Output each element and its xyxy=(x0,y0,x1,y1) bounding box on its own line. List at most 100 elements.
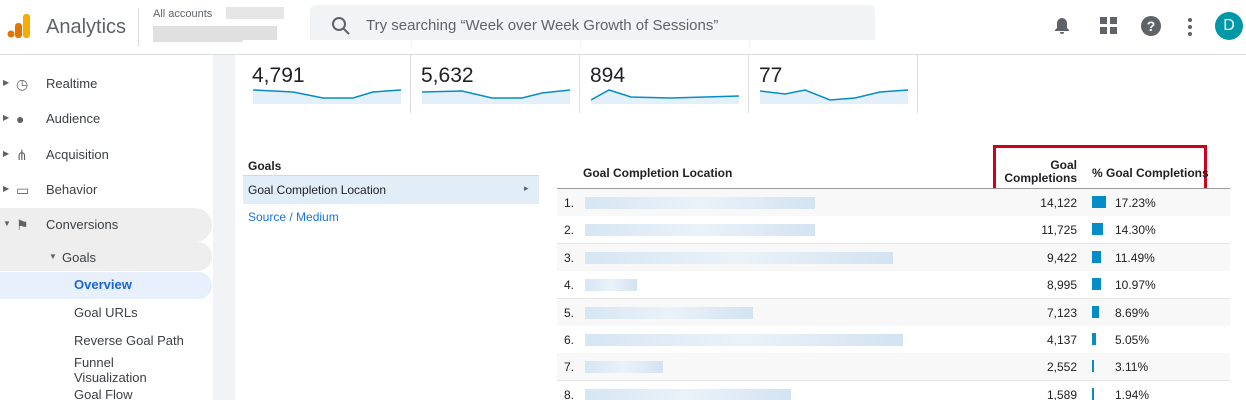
nav-subitem[interactable]: Goal URLs xyxy=(74,305,138,320)
card-label-clip xyxy=(243,40,411,54)
nav-subitem[interactable]: Funnel Visualization xyxy=(74,355,147,385)
card-label-clip xyxy=(581,40,749,54)
row-index: 2. xyxy=(564,223,575,238)
nav-subitem[interactable]: Overview xyxy=(74,277,132,292)
expand-arrow: ▼ xyxy=(3,219,11,229)
completions: 8,995 xyxy=(1046,278,1077,293)
card-value: 77 xyxy=(759,64,783,87)
nav-item[interactable]: Audience xyxy=(46,111,101,127)
percent: 1.94% xyxy=(1115,387,1150,400)
expand-arrow: ▼ xyxy=(49,252,57,261)
metric-card xyxy=(750,55,918,113)
card-label-clip xyxy=(412,40,580,54)
blurred-location xyxy=(585,306,753,319)
nav-item[interactable]: Realtime xyxy=(46,76,98,91)
account-label[interactable]: All accounts xyxy=(153,8,213,20)
sparkline xyxy=(760,89,909,104)
blurred-location xyxy=(585,334,903,346)
col-header: Goal Completions xyxy=(1004,158,1077,185)
col-header: % Goal Completions xyxy=(1092,166,1209,180)
percent-bar xyxy=(1092,305,1099,318)
card-value: 5,632 xyxy=(421,64,474,87)
sparkline xyxy=(253,89,402,104)
metric-card xyxy=(243,55,411,113)
card-label-clip xyxy=(750,40,918,54)
blurred-location xyxy=(585,224,815,237)
nav-item[interactable]: Acquisition xyxy=(46,146,109,162)
apps-icon[interactable] xyxy=(1100,17,1118,35)
percent: 11.49% xyxy=(1115,250,1155,265)
row-index: 6. xyxy=(564,333,575,347)
card-value: 4,791 xyxy=(252,64,305,87)
row-index: 5. xyxy=(564,305,575,320)
completions: 1,589 xyxy=(1046,387,1077,400)
blurred-location xyxy=(585,251,893,264)
header-rule xyxy=(557,188,1230,189)
dimension-selected[interactable] xyxy=(243,175,539,204)
row-index: 3. xyxy=(564,250,575,265)
completions: 11,725 xyxy=(1041,223,1077,238)
percent: 17.23% xyxy=(1115,196,1156,210)
avatar[interactable]: D xyxy=(1215,12,1243,40)
completions: 2,552 xyxy=(1046,360,1077,375)
expand-arrow: ▶ xyxy=(3,183,10,193)
nav-subitem[interactable]: Goal Flow xyxy=(74,387,133,400)
expand-arrow: ▶ xyxy=(3,113,10,123)
sparkline xyxy=(591,89,740,104)
row-index: 7. xyxy=(564,360,575,375)
svg-text:?: ? xyxy=(1147,18,1156,34)
nav-subitem[interactable]: Reverse Goal Path xyxy=(74,333,184,348)
row-index: 8. xyxy=(564,387,575,400)
percent: 10.97% xyxy=(1115,278,1156,293)
logo xyxy=(7,14,30,38)
blurred-location xyxy=(585,279,637,292)
nav-selected-bg xyxy=(0,272,212,299)
sparkline xyxy=(422,89,571,104)
sidebar-gutter xyxy=(213,55,235,400)
chevron: ▸ xyxy=(524,183,529,193)
table-row xyxy=(557,353,1230,382)
notifications-icon[interactable] xyxy=(1052,16,1072,36)
col-header: Goal Completion Location xyxy=(583,166,733,180)
blurred-property[interactable] xyxy=(153,26,277,42)
metric-card xyxy=(581,55,749,113)
metric-card xyxy=(412,55,580,113)
expand-arrow: ▶ xyxy=(3,148,10,158)
help-icon[interactable]: ? xyxy=(1141,16,1161,36)
card-value: 894 xyxy=(590,64,626,87)
percent-bar xyxy=(1092,223,1104,236)
completions: 9,422 xyxy=(1046,250,1077,265)
blurred-location xyxy=(585,388,791,400)
nav-item[interactable]: Behavior xyxy=(46,181,98,197)
percent-bar xyxy=(1092,387,1094,400)
dimension-title: Goals xyxy=(248,159,282,173)
nav-active-bg xyxy=(0,208,212,243)
search-icon xyxy=(332,17,350,35)
percent: 5.05% xyxy=(1115,333,1150,347)
nav-item[interactable]: Conversions xyxy=(46,217,119,233)
dimension-item[interactable]: Goal Completion Location xyxy=(248,183,387,197)
percent: 8.69% xyxy=(1115,305,1150,320)
percent-bar xyxy=(1092,250,1102,263)
blurred-account xyxy=(226,7,284,19)
blurred-location xyxy=(585,197,815,209)
percent-bar xyxy=(1092,278,1101,291)
percent-bar xyxy=(1092,196,1106,208)
search-placeholder: Try searching “Week over Week Growth of … xyxy=(366,17,719,34)
percent: 14.30% xyxy=(1115,223,1156,238)
nav-subheading[interactable]: Goals xyxy=(62,250,96,265)
divider xyxy=(138,8,139,46)
dimension-item[interactable]: Source / Medium xyxy=(248,210,339,224)
completions: 14,122 xyxy=(1040,196,1077,210)
brand: Analytics xyxy=(46,16,127,38)
row-index: 4. xyxy=(564,278,575,293)
more-icon[interactable] xyxy=(1186,17,1194,37)
nav-icon: ▭ xyxy=(16,181,30,198)
completions: 4,137 xyxy=(1046,333,1077,347)
percent: 3.11% xyxy=(1115,360,1149,375)
blurred-location xyxy=(585,361,663,374)
percent-bar xyxy=(1092,360,1095,373)
nav-icon: ⚑ xyxy=(16,217,29,234)
nav-icon: ⋔ xyxy=(16,146,28,163)
